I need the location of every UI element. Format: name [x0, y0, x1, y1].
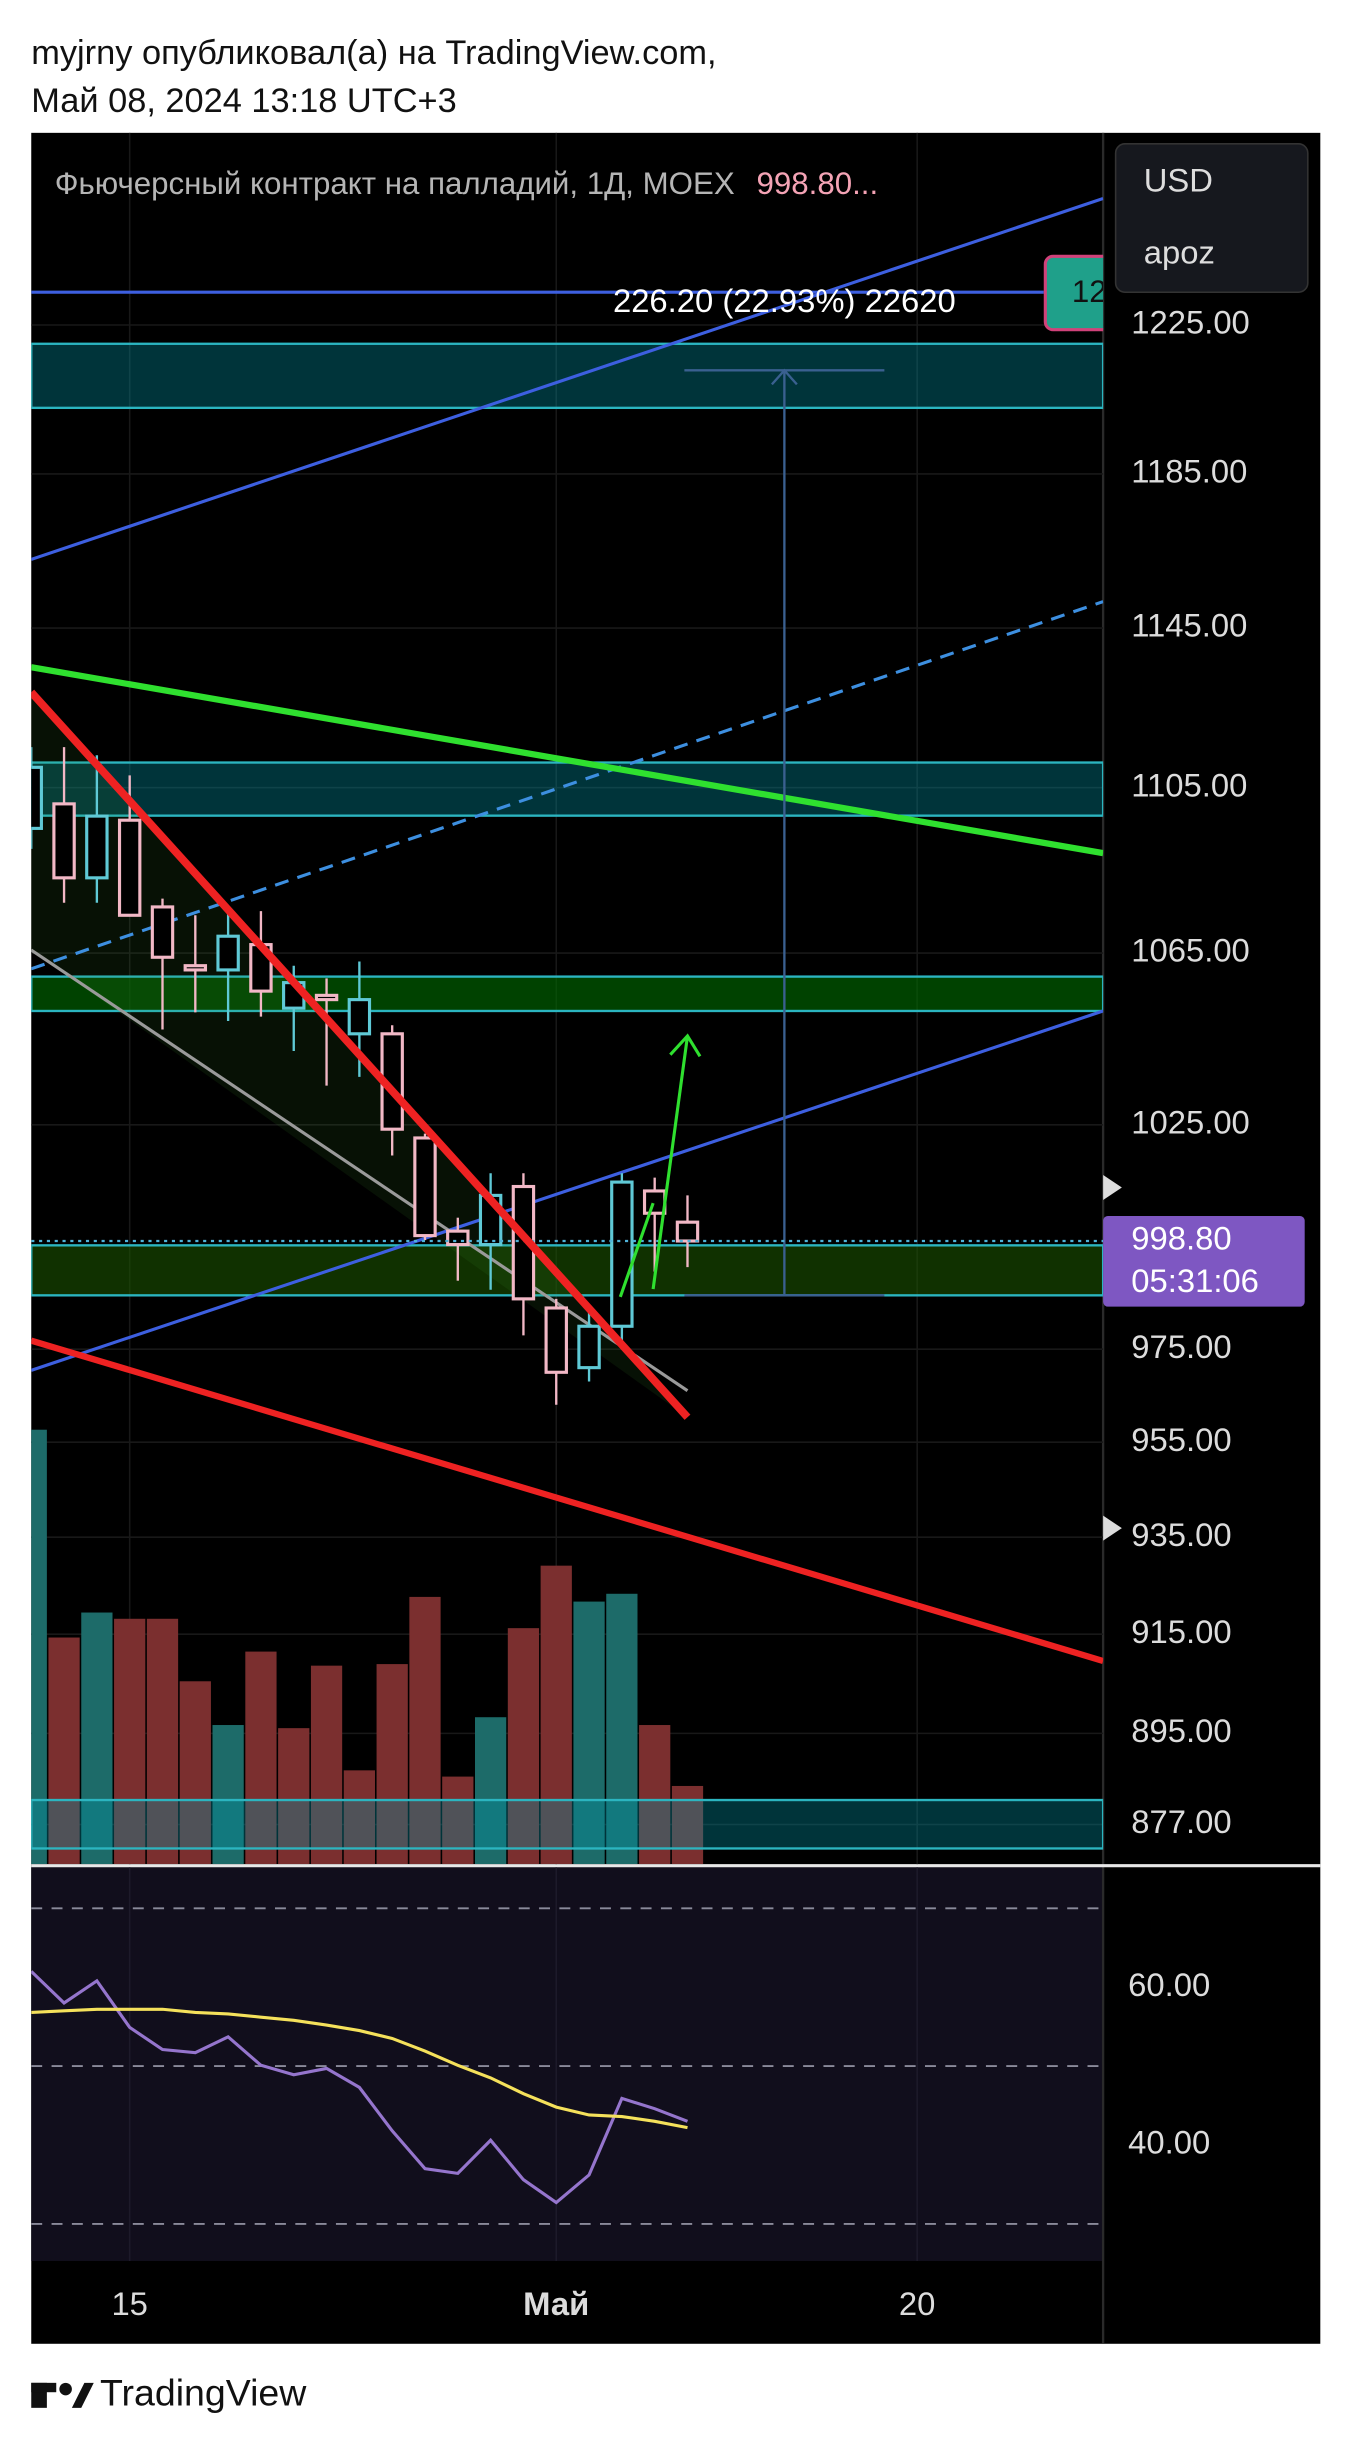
- x-tick-label: Май: [523, 2285, 589, 2322]
- zone: [31, 975, 1104, 1013]
- y-tick-label: 1225.00: [1131, 304, 1250, 341]
- candle-body: [577, 1324, 601, 1370]
- last-price-label: 998.80: [1131, 1220, 1231, 1257]
- volume-bar: [245, 1651, 277, 1865]
- price-tag: [1043, 254, 1104, 332]
- volume-bar: [376, 1664, 408, 1865]
- candle-body: [117, 818, 142, 917]
- y-tick-label: 40.00: [1128, 2124, 1210, 2161]
- trend-line: [31, 948, 689, 1392]
- axes: 877.00 895.00 915.00 935.00 955.00 975.00 1025…: [111, 304, 1305, 2322]
- candle-body: [150, 905, 175, 959]
- trend-line: [31, 600, 1104, 971]
- volume-bar: [639, 1725, 671, 1865]
- rsi-line: [31, 1970, 689, 2205]
- candle-body: [52, 802, 76, 880]
- marker: [1103, 1175, 1122, 1201]
- price-tag-label: 12: [1072, 274, 1107, 309]
- zone: [31, 761, 1104, 817]
- volume-bar: [48, 1637, 80, 1865]
- volume-bar: [31, 1429, 47, 1865]
- x-tick-label: 15: [111, 2285, 147, 2322]
- y-tick-label: 1185.00: [1131, 453, 1247, 490]
- legend-value: 998.80...: [757, 166, 879, 201]
- x-tick-label: 20: [899, 2285, 935, 2322]
- rsi-line: [31, 2007, 688, 2130]
- countdown: 05:31:06: [1131, 1262, 1259, 1299]
- volume-bar: [146, 1618, 179, 1865]
- y-tick-label: 955.00: [1131, 1421, 1231, 1458]
- y-tick-label: 935.00: [1131, 1516, 1231, 1553]
- candle-body: [31, 765, 43, 830]
- trend-line: [31, 664, 1104, 857]
- candle-body: [642, 1189, 667, 1215]
- volume-bar: [114, 1618, 146, 1865]
- trend-line: [31, 1337, 1104, 1664]
- volume-bar: [278, 1728, 310, 1865]
- zone: [31, 342, 1104, 410]
- candle-body: [216, 934, 240, 972]
- candle-body: [675, 1220, 700, 1243]
- currency-menu[interactable]: [1114, 143, 1309, 294]
- currency-option[interactable]: USD: [1144, 162, 1213, 199]
- logo-part: [59, 2382, 72, 2396]
- publisher: myjrny опубликовал(а) на TradingView.com…: [31, 34, 716, 72]
- symbol-title: Фьючерсный контракт на палладий, 1Д, MOE…: [55, 166, 878, 201]
- candles: [31, 747, 1104, 1405]
- symbol-name: Фьючерсный контракт на палладий, 1Д, MOE…: [55, 166, 735, 201]
- y-tick-label: 915.00: [1131, 1613, 1231, 1650]
- candle-body: [183, 964, 208, 972]
- last-price-box: [1103, 1215, 1305, 1307]
- volume-bar: [212, 1725, 244, 1865]
- candle-body: [544, 1306, 568, 1374]
- y-tick-label: 895.00: [1131, 1712, 1231, 1749]
- rsi: [31, 1907, 1104, 2225]
- candle-body: [347, 998, 372, 1036]
- volume-bar: [474, 1717, 507, 1865]
- y-tick-label: 877.00: [1131, 1803, 1231, 1840]
- arrow-line: [618, 1202, 655, 1298]
- footer-brand: TradingView: [100, 2371, 307, 2413]
- volume: [31, 1429, 704, 1865]
- volume-bar: [507, 1628, 540, 1865]
- zone: [31, 1798, 1104, 1850]
- arrow-head: [669, 1033, 702, 1058]
- volume-bar: [310, 1665, 343, 1865]
- y-tick-label: 60.00: [1128, 1966, 1210, 2003]
- arrow-line: [651, 1035, 690, 1290]
- candle-body: [610, 1180, 634, 1328]
- volume-bar: [409, 1596, 441, 1865]
- trend-line: [31, 1009, 1104, 1372]
- y-tick-label: 1105.00: [1131, 766, 1247, 803]
- y-tick-label: 1025.00: [1131, 1103, 1250, 1140]
- marker: [1103, 1515, 1122, 1541]
- rsi-background: [31, 1867, 1104, 2261]
- candle-body: [85, 814, 109, 880]
- trend-line: [31, 196, 1104, 561]
- candle-body: [413, 1136, 437, 1238]
- drawings-top: 12 226.20 (22.93%) 22620: [31, 254, 1107, 1420]
- y-tick-label: 1065.00: [1131, 932, 1250, 969]
- candle-body: [446, 1229, 470, 1247]
- trend-line: [31, 689, 691, 1420]
- volume-bar: [540, 1565, 572, 1865]
- publish-date: Май 08, 2024 13:18 UTC+3: [31, 82, 456, 120]
- candle-body: [314, 993, 339, 1002]
- volume-bar: [573, 1601, 605, 1865]
- volume-bar: [606, 1593, 638, 1865]
- footer-logo: [31, 2382, 94, 2408]
- volume-bar: [179, 1681, 211, 1865]
- y-tick-label: 1145.00: [1131, 607, 1247, 644]
- measure-label: 226.20 (22.93%) 22620: [613, 282, 956, 319]
- measure-arrow: [770, 368, 798, 386]
- currency-option[interactable]: apoz: [1144, 233, 1215, 270]
- logo-part: [71, 2382, 94, 2408]
- logo-part: [31, 2382, 57, 2393]
- y-tick-label: 975.00: [1131, 1328, 1231, 1365]
- volume-bar: [81, 1612, 113, 1865]
